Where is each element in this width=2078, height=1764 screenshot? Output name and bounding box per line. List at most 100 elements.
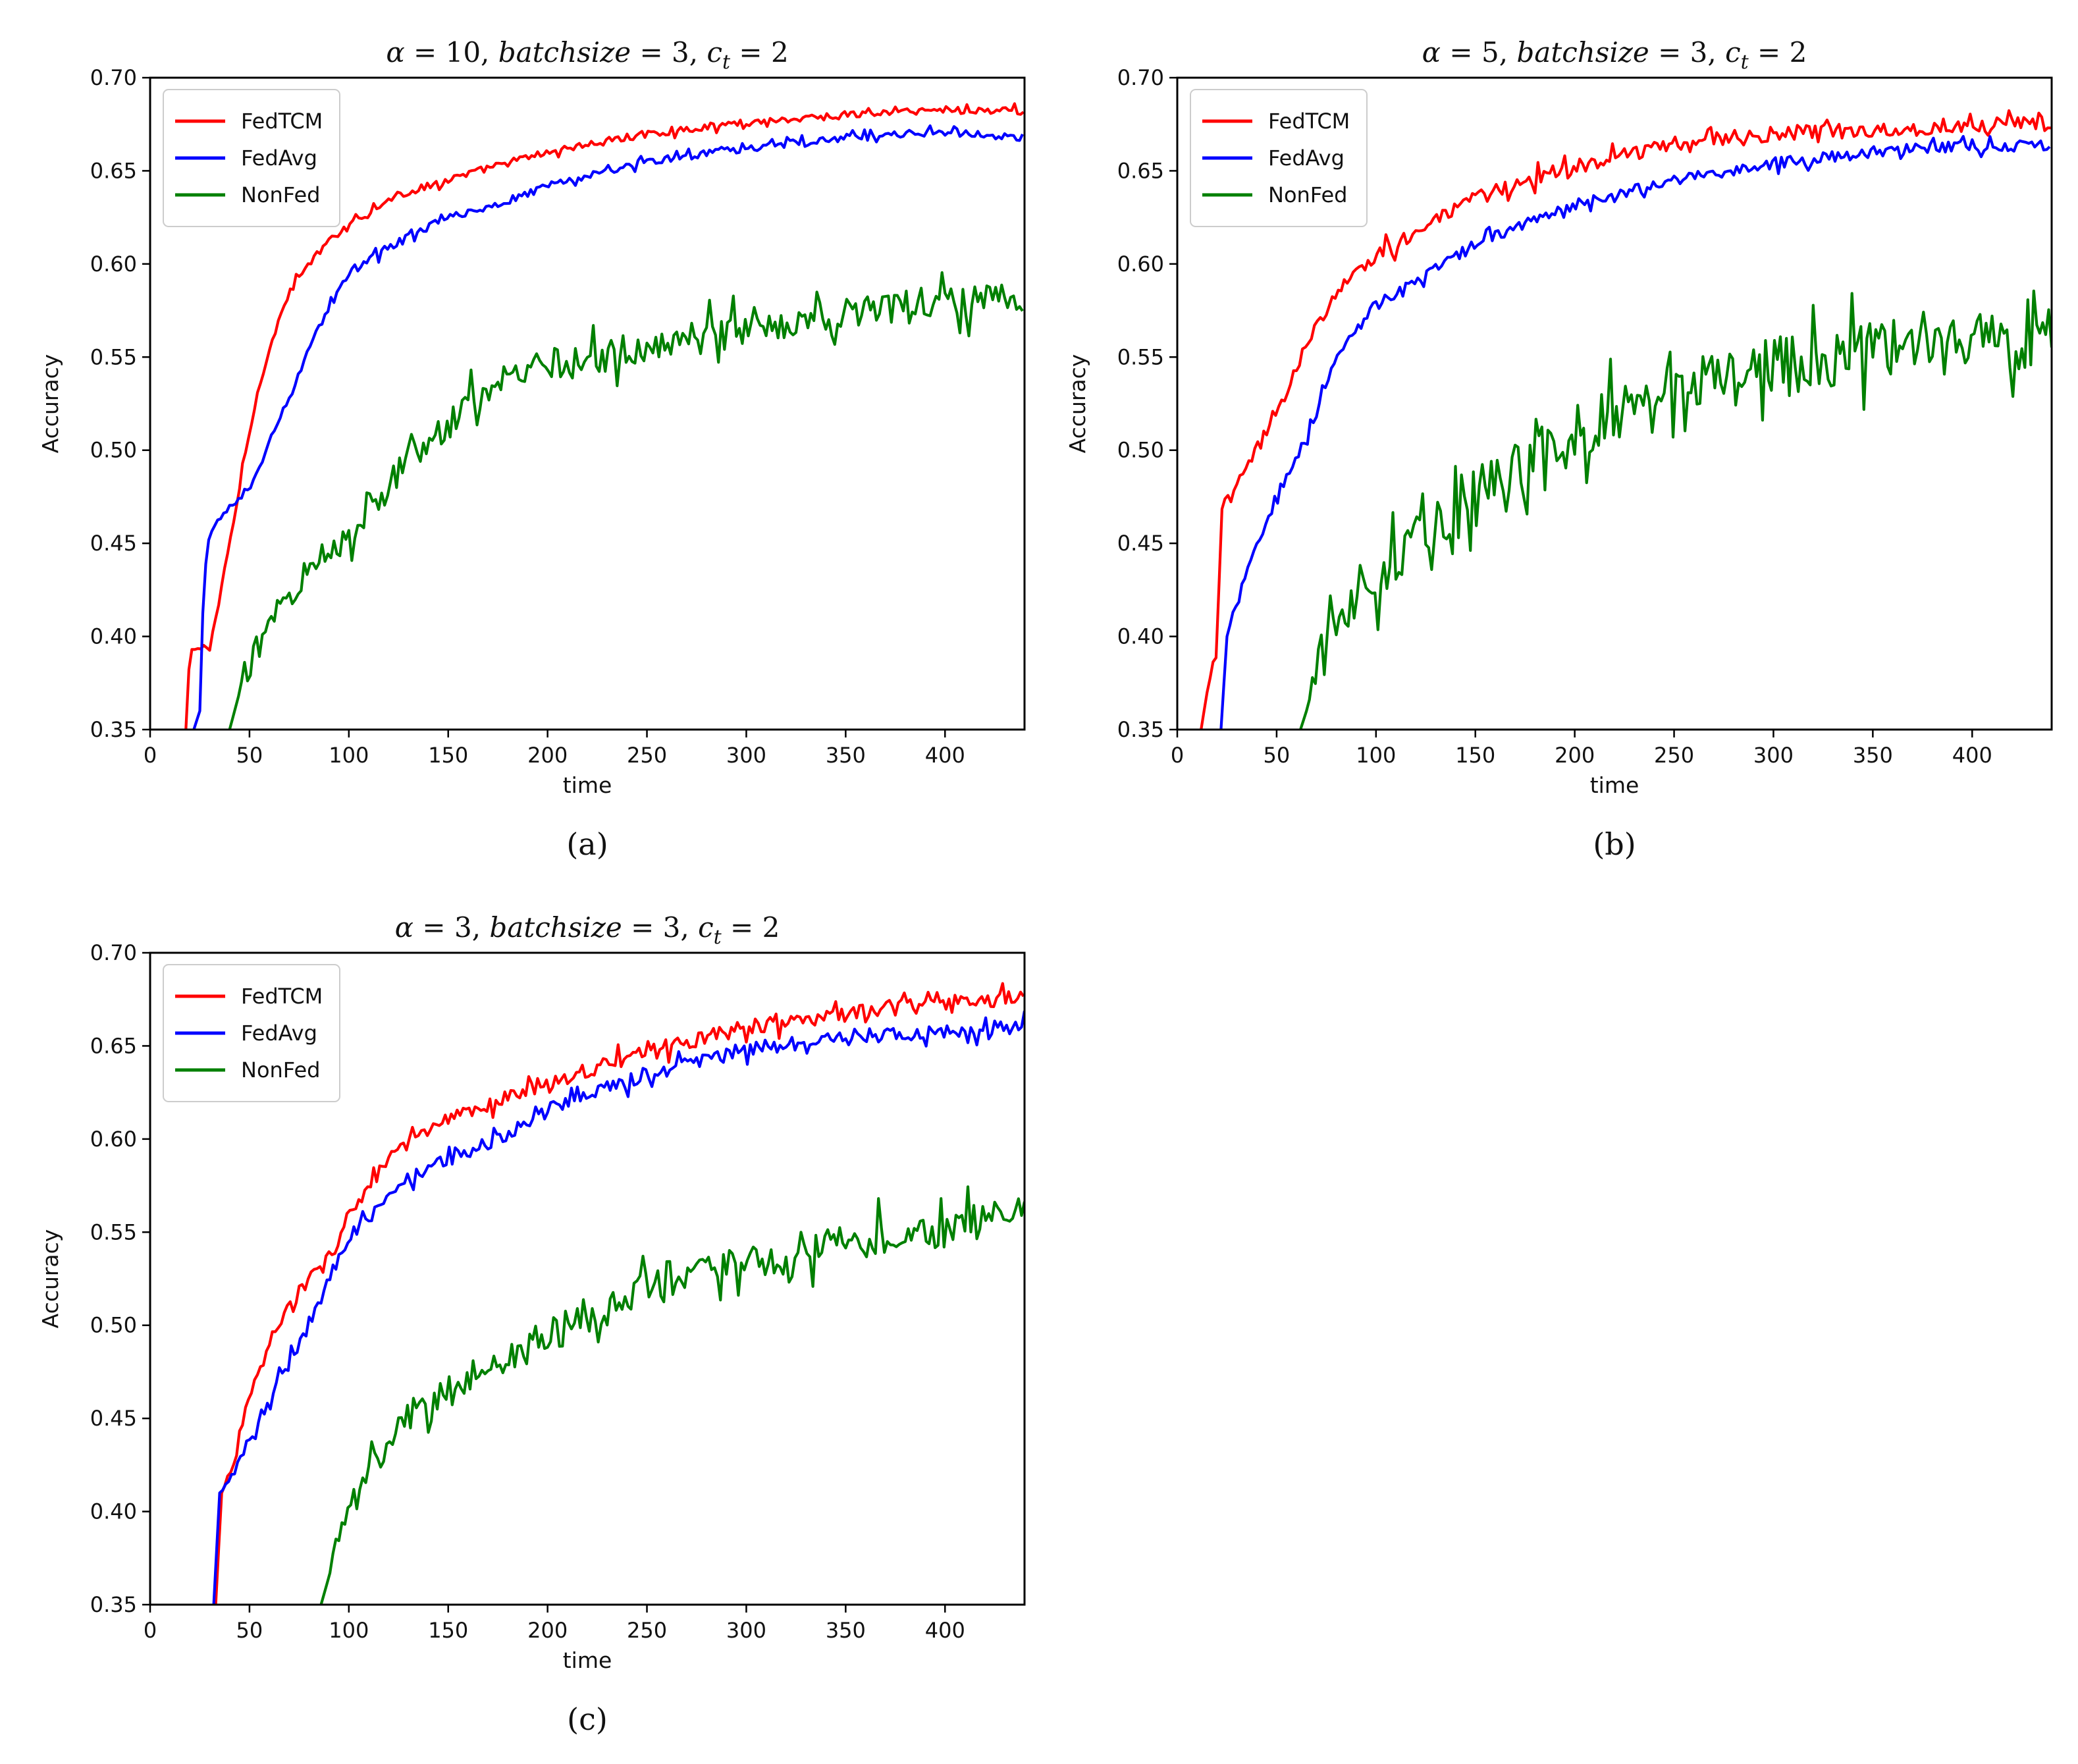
y-tick-label: 0.55 (90, 1219, 137, 1244)
panel-caption: (a) (566, 826, 608, 862)
chart-title: α = 3, batchsize = 3, ct = 2 (395, 911, 780, 949)
series-line-fedtcm (1200, 109, 2051, 730)
legend: FedTCM FedAvg NonFed (1190, 89, 1368, 227)
title-part: t (1741, 51, 1749, 74)
chart-title: α = 10, batchsize = 3, ct = 2 (386, 36, 788, 74)
x-tick-label: 200 (1555, 743, 1595, 768)
title-part: , (481, 36, 498, 68)
title-part: , (1499, 36, 1517, 68)
y-tick-label: 0.65 (1117, 158, 1164, 183)
x-tick-label: 0 (144, 743, 157, 768)
legend-label: FedAvg (241, 1021, 317, 1046)
title-part: 2 (1790, 36, 1807, 68)
x-tick-label: 150 (428, 1618, 468, 1643)
series-line-nonfed (1299, 289, 2052, 730)
x-tick-label: 150 (1455, 743, 1495, 768)
y-tick-label: 0.35 (1117, 717, 1164, 742)
title-part: 2 (762, 911, 780, 944)
title-part: = (730, 36, 771, 68)
x-tick-label: 200 (527, 743, 568, 768)
legend-box (1190, 89, 1368, 227)
chart-panel-3: α = 3, batchsize = 3, ct = 2 0.35 0.40 0.45… (38, 911, 1026, 1737)
y-tick-label: 0.70 (1117, 65, 1164, 90)
x-tick-label: 300 (726, 743, 766, 768)
x-tick-label: 50 (236, 1618, 263, 1643)
title-part: α (1422, 36, 1441, 68)
title-part: c (698, 911, 714, 944)
y-tick-label: 0.70 (90, 940, 137, 965)
y-tick-label: 0.55 (1117, 344, 1164, 369)
legend-label: FedTCM (241, 984, 323, 1009)
x-tick-label: 50 (1264, 743, 1291, 768)
y-tick-label: 0.40 (90, 1499, 137, 1524)
title-part: batchsize (1516, 36, 1649, 68)
y-axis-label: Accuracy (38, 1229, 63, 1329)
title-part: batchsize (498, 36, 631, 68)
title-part: = (1749, 36, 1790, 68)
title-part: = (405, 36, 446, 68)
x-tick-label: 250 (627, 1618, 667, 1643)
legend-label: FedAvg (241, 146, 317, 171)
x-tick-label: 100 (329, 743, 369, 768)
legend-box (163, 89, 340, 227)
x-tick-label: 350 (1853, 743, 1893, 768)
legend-box (163, 964, 340, 1102)
series-line-fedavg (1219, 135, 2051, 730)
title-part: = (1441, 36, 1481, 68)
x-tick-label: 350 (826, 743, 866, 768)
y-tick-label: 0.45 (90, 1406, 137, 1431)
title-part: t (722, 51, 731, 74)
title-part: = (1649, 36, 1690, 68)
legend-label: FedTCM (241, 109, 323, 134)
title-part: 2 (771, 36, 789, 68)
title-part: = (631, 36, 672, 68)
title-part: , (689, 36, 707, 68)
title-part: , (472, 911, 490, 944)
y-tick-label: 0.65 (90, 158, 137, 183)
y-tick-label: 0.45 (1117, 531, 1164, 556)
title-part: α (395, 911, 413, 944)
title-part: c (706, 36, 722, 68)
title-part: 3 (672, 36, 689, 68)
x-tick-label: 50 (236, 743, 263, 768)
plot-frame (149, 951, 1026, 1606)
y-axis-label: Accuracy (1065, 354, 1090, 454)
chart-title: α = 5, batchsize = 3, ct = 2 (1422, 36, 1807, 74)
y-tick-label: 0.70 (90, 65, 137, 90)
title-part: 3 (1690, 36, 1708, 68)
y-tick-label: 0.65 (90, 1033, 137, 1058)
y-tick-label: 0.35 (90, 1592, 137, 1617)
x-tick-label: 300 (1753, 743, 1794, 768)
title-part: , (1707, 36, 1725, 68)
y-tick-label: 0.50 (90, 1313, 137, 1338)
legend-label: NonFed (241, 1057, 320, 1082)
chart-panel-1: α = 10, batchsize = 3, ct = 2 0.35 0.40 0.4… (38, 36, 1026, 862)
panel-caption: (b) (1593, 826, 1636, 862)
title-part: 10 (446, 36, 481, 68)
plot-frame (1176, 76, 2053, 731)
title-part: = (622, 911, 663, 944)
title-part: , (680, 911, 698, 944)
x-tick-label: 300 (726, 1618, 766, 1643)
plot-frame (149, 76, 1026, 731)
x-tick-label: 400 (925, 1618, 965, 1643)
title-part: 3 (454, 911, 472, 944)
y-tick-label: 0.60 (90, 252, 137, 277)
legend: FedTCM FedAvg NonFed (163, 89, 340, 227)
x-tick-label: 400 (925, 743, 965, 768)
title-part: batchsize (489, 911, 622, 944)
legend-label: NonFed (241, 182, 320, 207)
title-part: t (714, 926, 722, 949)
title-part: = (722, 911, 762, 944)
title-part: 5 (1481, 36, 1499, 68)
y-tick-label: 0.40 (90, 624, 137, 649)
legend: FedTCM FedAvg NonFed (163, 964, 340, 1102)
series-line-nonfed (319, 1185, 1025, 1605)
y-axis-label: Accuracy (38, 354, 63, 454)
x-axis-label: time (563, 1647, 612, 1673)
title-part: = (413, 911, 454, 944)
series-line-fedtcm (184, 102, 1025, 730)
title-part: α (386, 36, 404, 68)
x-tick-label: 250 (1654, 743, 1694, 768)
